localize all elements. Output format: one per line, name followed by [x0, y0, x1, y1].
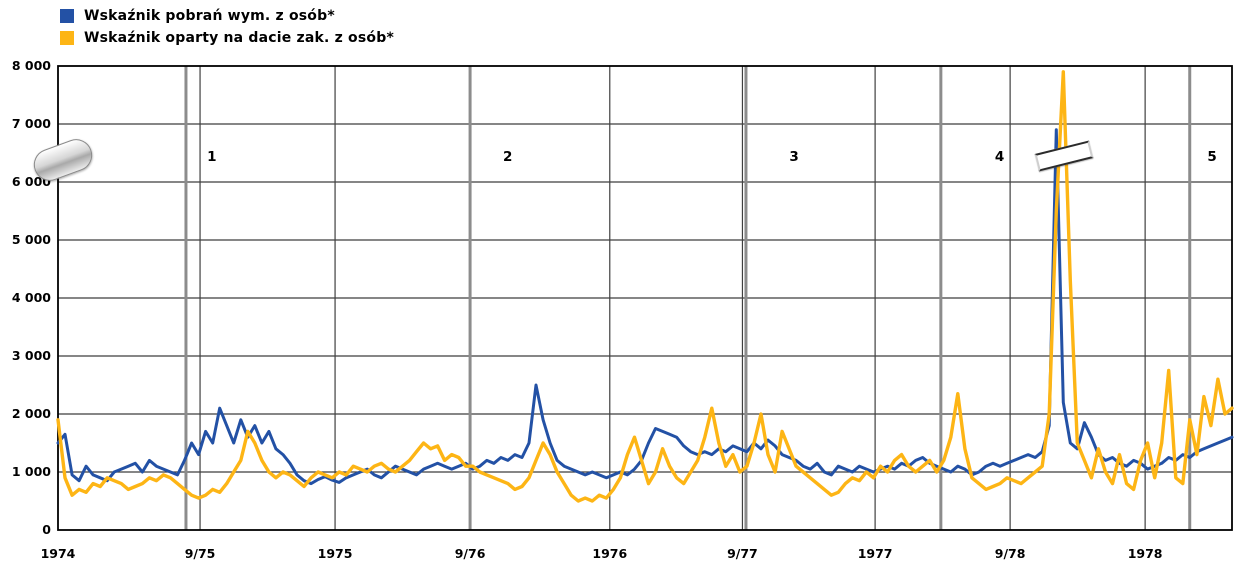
legend-item-yellow: Wskaźnik oparty na dacie zak. z osób* [60, 27, 394, 49]
plot-border [57, 65, 1233, 531]
x-tick-label: 1976 [592, 546, 627, 561]
y-tick-label: 8 000 [12, 58, 51, 73]
x-tick-label: 1978 [1128, 546, 1163, 561]
series-line-yellow [56, 70, 1234, 503]
wave-number-label: 2 [503, 149, 512, 165]
wave-number-label: 3 [789, 149, 798, 165]
y-tick-label: 3 000 [12, 348, 51, 363]
y-tick-label: 4 000 [12, 290, 51, 305]
legend-swatch-blue [60, 9, 74, 23]
y-tick-label: 5 000 [12, 232, 51, 247]
legend-label-blue: Wskaźnik pobrań wym. z osób* [84, 8, 335, 24]
y-tick-label: 7 000 [12, 116, 51, 131]
legend-swatch-yellow [60, 31, 74, 45]
chart-legend: Wskaźnik pobrań wym. z osób* Wskaźnik op… [60, 5, 394, 49]
x-tick-label: 1974 [41, 546, 76, 561]
x-tick-label: 1977 [858, 546, 893, 561]
x-tick-label: 9/75 [185, 546, 216, 561]
y-tick-label: 2 000 [12, 406, 51, 421]
x-tick-label: 1975 [318, 546, 353, 561]
y-tick-label: 1 000 [12, 464, 51, 479]
wave-number-label: 1 [207, 149, 216, 165]
wave-number-label: 4 [995, 149, 1004, 165]
legend-label-yellow: Wskaźnik oparty na dacie zak. z osób* [84, 30, 394, 46]
x-tick-label: 9/76 [455, 546, 486, 561]
x-tick-label: 9/78 [995, 546, 1026, 561]
wave-number-label: 5 [1207, 149, 1216, 165]
x-tick-label: 9/77 [727, 546, 758, 561]
y-tick-label: 0 [42, 522, 51, 537]
legend-item-blue: Wskaźnik pobrań wym. z osób* [60, 5, 394, 27]
series-line-blue [56, 128, 1234, 486]
